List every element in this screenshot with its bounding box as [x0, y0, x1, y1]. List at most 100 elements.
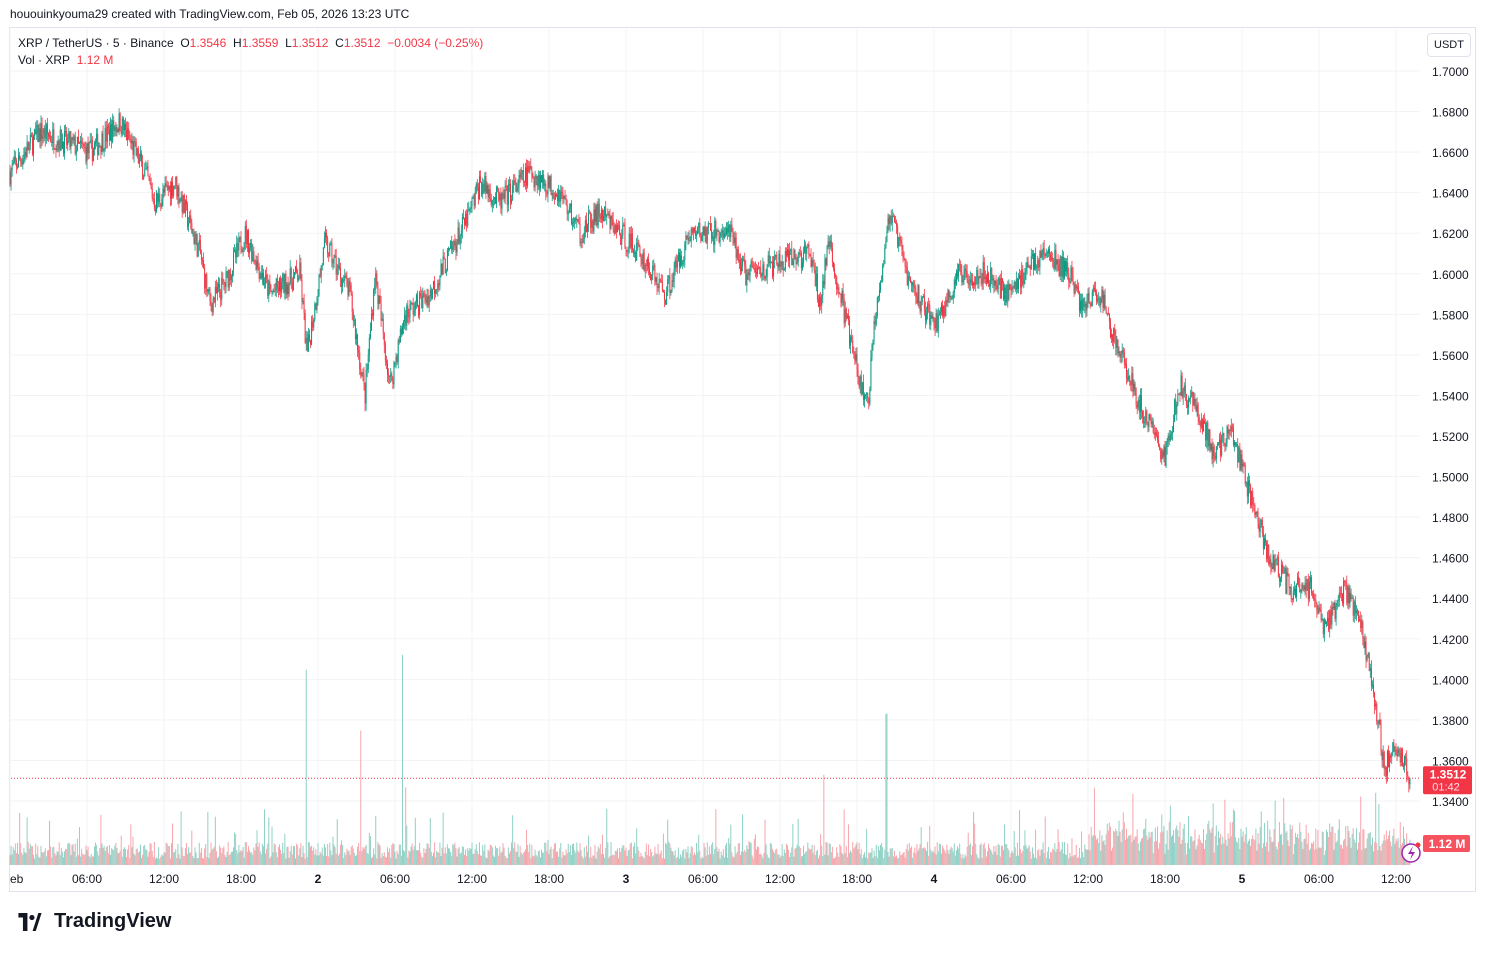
candle-body: [548, 176, 550, 188]
candle-body: [840, 293, 842, 303]
volume-bar: [121, 856, 123, 865]
volume-bar: [724, 845, 726, 865]
candle-body: [1400, 749, 1402, 763]
candle-body: [1220, 439, 1222, 456]
candle-body: [1241, 454, 1243, 467]
volume-bar: [1259, 827, 1261, 865]
volume-bar: [853, 848, 855, 865]
volume-bar: [875, 844, 877, 865]
volume-bar: [200, 847, 202, 865]
volume-bar: [773, 851, 775, 865]
volume-bar: [792, 824, 794, 865]
candle-body: [1093, 287, 1095, 290]
candle-body: [199, 239, 201, 254]
volume-bar: [825, 842, 827, 865]
candle-body: [734, 237, 736, 244]
candle-body: [820, 296, 822, 306]
candle-body: [352, 312, 354, 322]
volume-bar: [132, 836, 134, 865]
candle-body: [1219, 439, 1221, 444]
candle-body: [433, 281, 434, 290]
volume-bar: [1122, 812, 1124, 865]
candle-body: [42, 135, 44, 139]
volume-bar: [1069, 852, 1071, 865]
candle-body: [1237, 444, 1239, 463]
volume-bar: [789, 857, 791, 865]
candle-body: [1365, 641, 1367, 661]
candle-body: [1107, 313, 1109, 315]
candle-body: [227, 270, 229, 288]
volume-bar: [888, 856, 890, 865]
volume-bar: [922, 848, 924, 865]
volume-bar: [175, 849, 177, 865]
volume-bar: [1015, 855, 1017, 865]
candle-body: [822, 280, 824, 296]
volume-bar: [904, 857, 906, 865]
tradingview-logo[interactable]: TradingView: [12, 910, 171, 933]
candle-body: [422, 293, 424, 308]
candle-body: [892, 216, 894, 218]
volume-bar: [588, 835, 590, 865]
candle-body: [963, 273, 965, 281]
candle-body: [1393, 742, 1395, 752]
volume-bar: [158, 847, 160, 865]
candle-body: [922, 295, 924, 298]
last-volume-label: 1.12 M: [1429, 837, 1466, 851]
candle-body: [1182, 391, 1184, 398]
volume-bar: [1375, 792, 1377, 865]
symbol-title[interactable]: XRP / TetherUS · 5 · Binance: [18, 36, 174, 50]
candle-body: [169, 185, 171, 199]
volume-bar: [1152, 853, 1154, 865]
candle-body: [880, 282, 882, 291]
volume-bar: [382, 855, 384, 865]
volume-bar: [473, 853, 475, 865]
candle-body: [1272, 555, 1274, 569]
volume-bar: [1030, 858, 1032, 865]
candle-body: [166, 185, 168, 187]
candle-body: [552, 192, 554, 199]
volume-bar: [727, 857, 729, 865]
candle-body: [913, 282, 915, 288]
volume-bar: [130, 824, 132, 865]
volume-bar: [1241, 836, 1243, 865]
volume-bar: [887, 851, 889, 865]
candle-body: [635, 252, 637, 261]
candle-body: [505, 185, 507, 187]
candle-body: [596, 205, 598, 226]
volume-label[interactable]: Vol · XRP: [18, 53, 71, 67]
candle-body: [692, 227, 694, 233]
currency-button[interactable]: USDT: [1427, 33, 1471, 57]
volume-bar: [1190, 836, 1192, 865]
candle-body: [40, 123, 42, 141]
volume-bar: [668, 841, 670, 865]
volume-bar: [1024, 830, 1026, 865]
volume-bar: [1350, 847, 1352, 865]
volume-bar: [354, 856, 356, 865]
volume-bar: [290, 845, 292, 865]
volume-bar: [1327, 831, 1329, 865]
candle-body: [624, 226, 626, 248]
candle-body: [1388, 750, 1390, 768]
volume-bar: [952, 851, 954, 865]
volume-bar: [1281, 834, 1283, 865]
open-label: O: [180, 36, 190, 50]
candle-body: [638, 242, 640, 247]
candle-body: [160, 203, 162, 207]
candle-body: [767, 255, 769, 265]
volume-bar: [472, 853, 474, 865]
candle-body: [968, 282, 970, 285]
candle-body: [357, 334, 359, 351]
candle-body: [940, 304, 942, 313]
candle-body: [1343, 580, 1345, 604]
volume-bar: [293, 846, 295, 865]
candle-body: [640, 256, 642, 260]
time-tick-label: 06:00: [996, 872, 1026, 886]
candle-body: [921, 297, 923, 302]
candle-body: [808, 244, 810, 255]
candle-body: [291, 282, 293, 291]
volume-bar: [728, 837, 730, 865]
candle-body: [1395, 750, 1397, 755]
candle-body: [22, 159, 24, 165]
volume-bar: [829, 843, 831, 865]
